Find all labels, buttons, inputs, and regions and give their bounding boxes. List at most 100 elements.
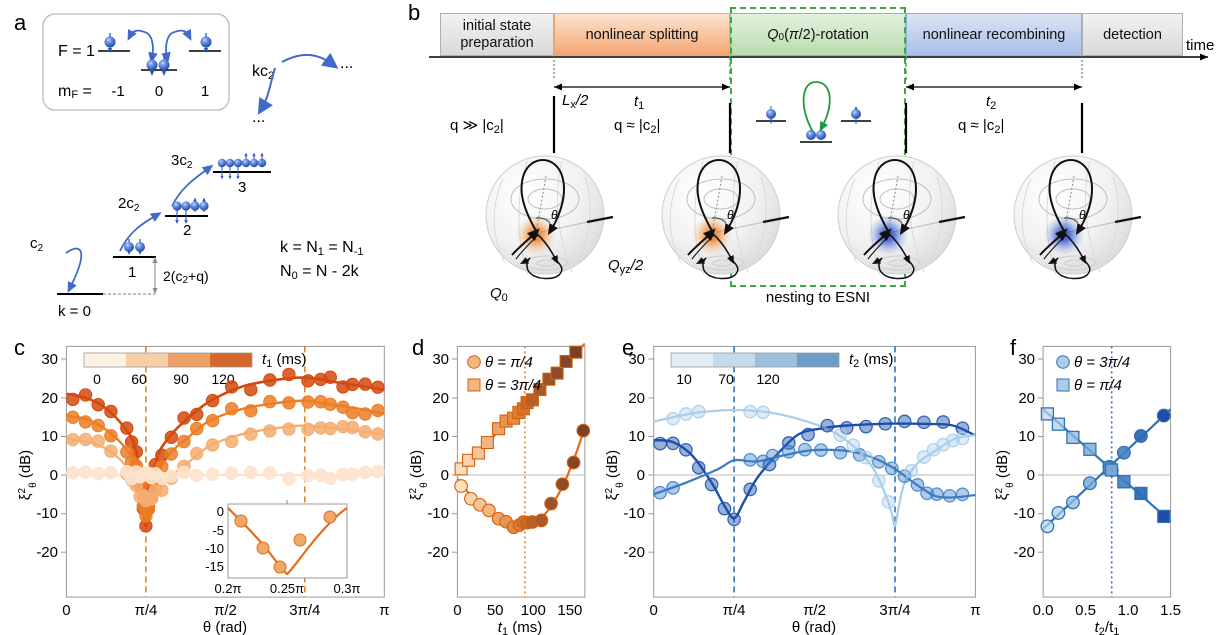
svg-text:π/4: π/4 xyxy=(723,602,746,619)
svg-text:-10: -10 xyxy=(1013,505,1035,522)
svg-text:q ≈ |c2|: q ≈ |c2| xyxy=(958,117,1004,136)
svg-text:0: 0 xyxy=(650,602,658,619)
svg-text:0.2π: 0.2π xyxy=(214,581,241,596)
svg-text:2(c2+q): 2(c2+q) xyxy=(163,268,209,286)
svg-text:kc2: kc2 xyxy=(252,63,274,82)
svg-text:20: 20 xyxy=(432,390,449,407)
svg-text:π: π xyxy=(379,602,389,619)
svg-text:d: d xyxy=(412,335,424,360)
svg-text:c: c xyxy=(14,335,25,360)
svg-text:0.3π: 0.3π xyxy=(333,581,360,596)
svg-text:t1 (ms): t1 (ms) xyxy=(498,619,542,635)
svg-text:θ = 3π/4: θ = 3π/4 xyxy=(485,377,541,394)
svg-text:10: 10 xyxy=(628,428,645,445)
svg-text:t2/t1: t2/t1 xyxy=(1095,619,1120,635)
svg-text:f: f xyxy=(1010,335,1017,360)
svg-text:3: 3 xyxy=(238,179,246,196)
svg-text:1.0: 1.0 xyxy=(1118,602,1139,619)
svg-text:0: 0 xyxy=(217,504,224,519)
svg-text:q ≈ |c2|: q ≈ |c2| xyxy=(614,117,660,136)
svg-text:0.0: 0.0 xyxy=(1033,602,1054,619)
svg-text:-20: -20 xyxy=(36,544,58,561)
svg-text:ξ2θ (dB): ξ2θ (dB) xyxy=(994,450,1016,500)
svg-text:0.25π: 0.25π xyxy=(270,581,304,596)
svg-text:a: a xyxy=(14,10,27,35)
svg-text:N0 = N - 2k: N0 = N - 2k xyxy=(280,263,360,282)
svg-text:F = 1: F = 1 xyxy=(58,43,95,60)
svg-text:0.5: 0.5 xyxy=(1075,602,1096,619)
svg-text:100: 100 xyxy=(521,602,546,619)
svg-text:0: 0 xyxy=(155,83,163,100)
svg-text:-20: -20 xyxy=(623,544,645,561)
svg-text:10: 10 xyxy=(1018,428,1035,445)
svg-text:3π/4: 3π/4 xyxy=(879,602,910,619)
svg-text:30: 30 xyxy=(1018,351,1035,368)
svg-text:-20: -20 xyxy=(1013,544,1035,561)
svg-text:70: 70 xyxy=(718,371,734,387)
svg-text:θ (rad): θ (rad) xyxy=(792,619,836,635)
svg-text:-10: -10 xyxy=(623,505,645,522)
svg-text:mF =: mF = xyxy=(58,83,92,101)
svg-text:120: 120 xyxy=(756,371,780,387)
svg-text:-10: -10 xyxy=(36,505,58,522)
svg-text:0: 0 xyxy=(453,602,461,619)
svg-text:1.5: 1.5 xyxy=(1160,602,1181,619)
svg-text:0: 0 xyxy=(50,467,58,484)
svg-text:θ = 3π/4: θ = 3π/4 xyxy=(1074,354,1130,371)
svg-text:30: 30 xyxy=(628,351,645,368)
svg-text:30: 30 xyxy=(432,351,449,368)
svg-text:10: 10 xyxy=(41,428,58,445)
svg-text:-20: -20 xyxy=(427,544,449,561)
svg-text:60: 60 xyxy=(131,371,147,387)
svg-text:20: 20 xyxy=(41,390,58,407)
svg-text:t1 (ms): t1 (ms) xyxy=(262,351,306,370)
svg-text:ξ2θ (dB): ξ2θ (dB) xyxy=(604,450,626,500)
svg-text:150: 150 xyxy=(557,602,582,619)
svg-text:30: 30 xyxy=(41,351,58,368)
svg-text:π/2: π/2 xyxy=(803,602,826,619)
svg-text:0: 0 xyxy=(637,467,645,484)
svg-text:0: 0 xyxy=(1027,467,1035,484)
svg-text:θ (rad): θ (rad) xyxy=(203,619,247,635)
svg-text:π/2: π/2 xyxy=(214,602,237,619)
svg-text:π: π xyxy=(970,602,980,619)
svg-text:t1: t1 xyxy=(634,93,644,112)
svg-text:1: 1 xyxy=(128,264,136,281)
svg-text:-15: -15 xyxy=(205,559,224,574)
svg-text:k = 0: k = 0 xyxy=(58,303,91,320)
svg-text:...: ... xyxy=(340,55,353,72)
svg-text:k = N1 = N-1: k = N1 = N-1 xyxy=(280,239,364,258)
svg-text:q ≫ |c2|: q ≫ |c2| xyxy=(450,117,504,136)
svg-text:3π/4: 3π/4 xyxy=(289,602,320,619)
svg-text:20: 20 xyxy=(1018,390,1035,407)
svg-text:b: b xyxy=(408,0,420,25)
svg-text:time: time xyxy=(1186,37,1214,54)
svg-text:t2: t2 xyxy=(986,93,996,112)
svg-text:ξ2θ (dB): ξ2θ (dB) xyxy=(408,450,430,500)
svg-text:c2: c2 xyxy=(30,235,44,254)
svg-text:Lx/2: Lx/2 xyxy=(562,92,589,111)
svg-text:Q0: Q0 xyxy=(490,285,508,304)
svg-text:θ = π/4: θ = π/4 xyxy=(485,354,533,371)
svg-text:10: 10 xyxy=(432,428,449,445)
svg-text:π/4: π/4 xyxy=(134,602,157,619)
svg-text:50: 50 xyxy=(487,602,504,619)
svg-text:θ = π/4: θ = π/4 xyxy=(1074,377,1122,394)
svg-text:1: 1 xyxy=(201,83,209,100)
svg-text:-5: -5 xyxy=(212,523,224,538)
svg-text:90: 90 xyxy=(173,371,189,387)
svg-text:0: 0 xyxy=(93,371,101,387)
svg-text:0: 0 xyxy=(441,467,449,484)
svg-text:3c2: 3c2 xyxy=(171,152,193,171)
svg-text:-1: -1 xyxy=(111,83,124,100)
svg-text:Qyz/2: Qyz/2 xyxy=(608,257,644,276)
svg-text:...: ... xyxy=(252,109,265,126)
svg-text:ξ2θ (dB): ξ2θ (dB) xyxy=(17,450,39,500)
svg-text:2: 2 xyxy=(183,222,191,239)
svg-text:2c2: 2c2 xyxy=(118,195,140,214)
svg-text:10: 10 xyxy=(676,371,692,387)
svg-text:0: 0 xyxy=(62,602,70,619)
svg-text:-10: -10 xyxy=(205,541,224,556)
svg-text:20: 20 xyxy=(628,390,645,407)
svg-text:-10: -10 xyxy=(427,505,449,522)
